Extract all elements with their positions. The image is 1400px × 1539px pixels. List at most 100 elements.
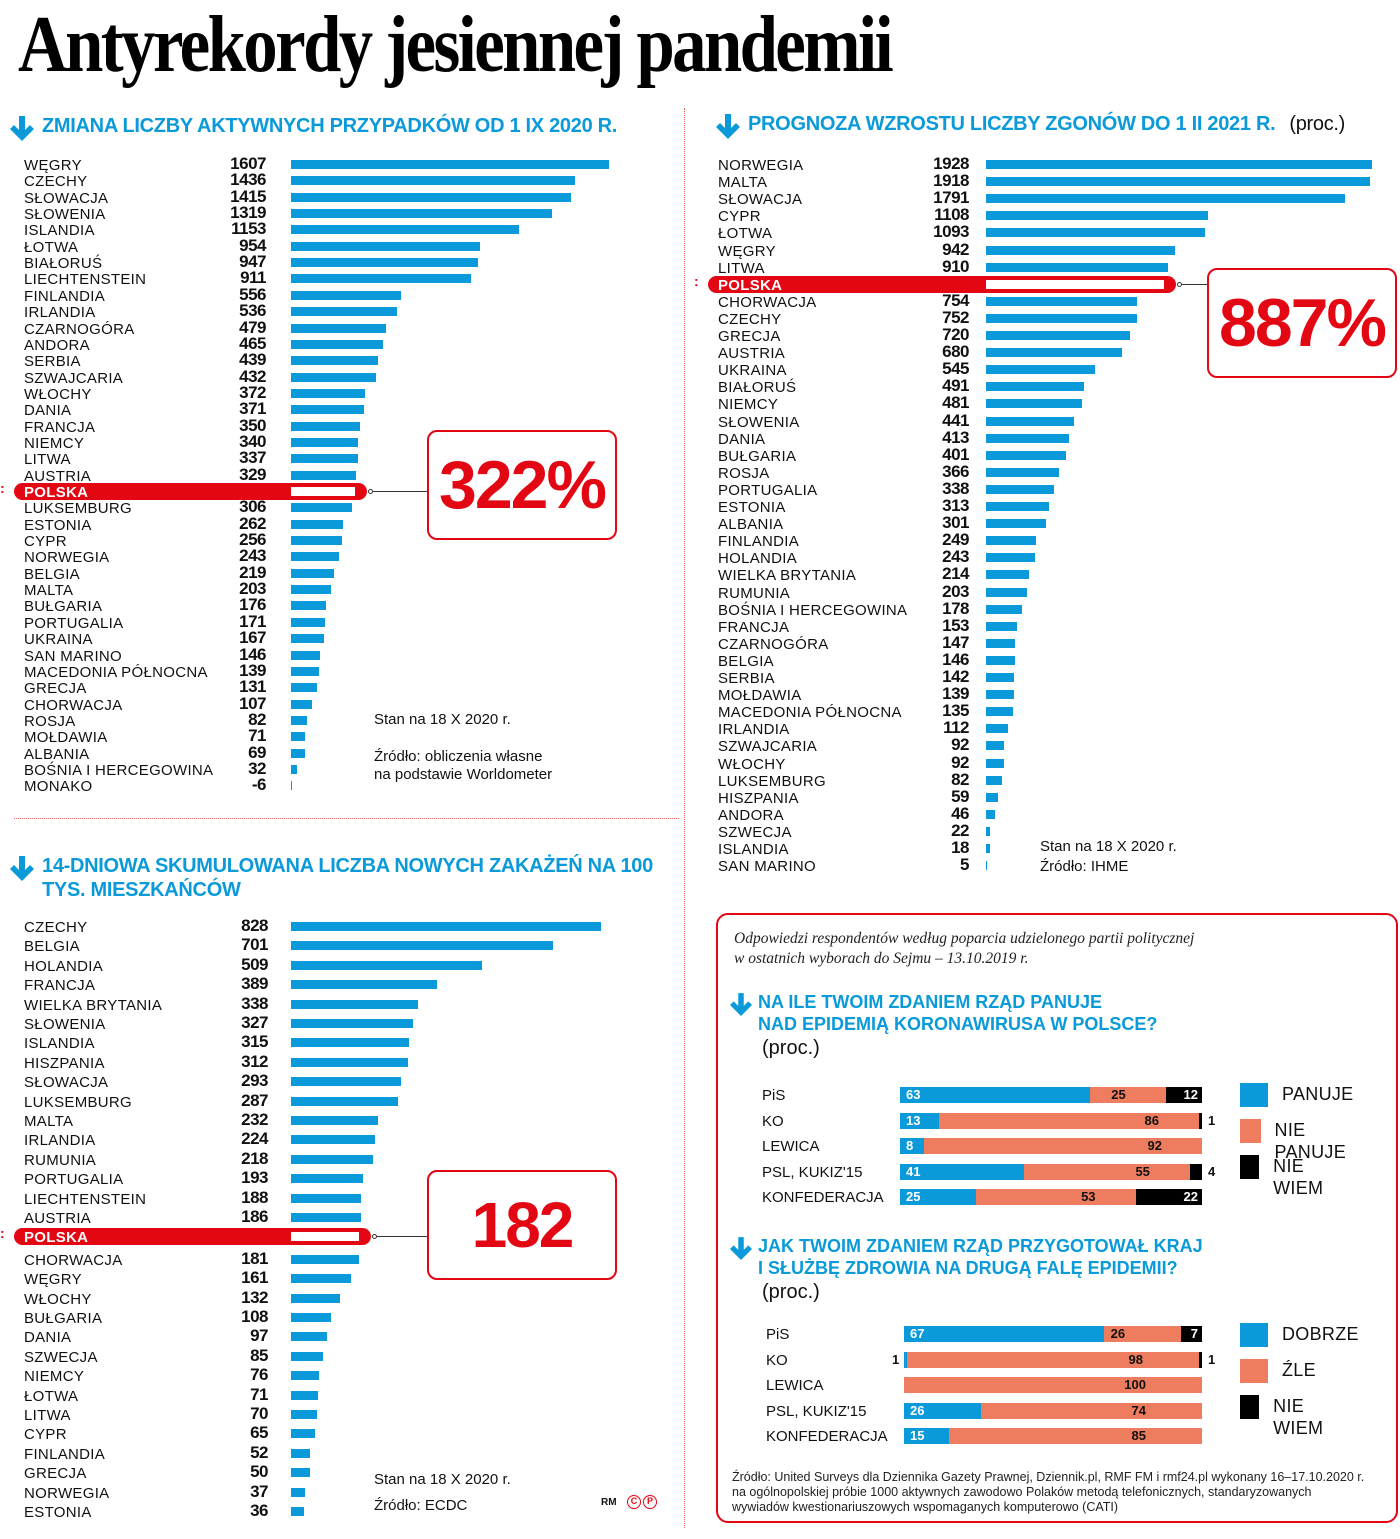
country-label: NIEMCY bbox=[24, 1368, 85, 1386]
country-label: AUSTRIA bbox=[24, 467, 92, 485]
value-label: 139 bbox=[942, 684, 969, 704]
bar bbox=[291, 1487, 305, 1497]
value-label: 147 bbox=[942, 632, 969, 652]
country-label: NIEMCY bbox=[24, 434, 85, 452]
value-label: 193 bbox=[241, 1168, 268, 1188]
bar-row-wegry: WĘGRY 942 bbox=[694, 241, 1394, 259]
survey-row-ko: KO 1 98 1 bbox=[766, 1351, 1226, 1369]
survey-row-psl-kukiz-15: PSL, KUKIZ'15 26 74 bbox=[766, 1402, 1226, 1420]
segment-value: 25 bbox=[906, 1189, 921, 1204]
value-label: 401 bbox=[942, 444, 969, 464]
connector-dot bbox=[1176, 281, 1182, 287]
country-label: WĘGRY bbox=[24, 1271, 82, 1289]
bar bbox=[986, 313, 1137, 323]
bar bbox=[291, 683, 317, 693]
segment-value: 74 bbox=[1131, 1402, 1146, 1418]
country-label: LIECHTENSTEIN bbox=[24, 271, 147, 289]
bar-row-hiszpania: HISZPANIA 59 bbox=[694, 788, 1394, 806]
legend-item-zle: ŹLE bbox=[1240, 1359, 1316, 1383]
segment-value: 4 bbox=[1207, 1163, 1216, 1179]
bar bbox=[986, 228, 1205, 238]
bar-row-chorwacja: CHORWACJA 181 bbox=[0, 1250, 680, 1269]
value-label: 176 bbox=[239, 595, 266, 615]
country-label: WŁOCHY bbox=[24, 385, 92, 403]
bar bbox=[291, 732, 306, 742]
bar-row-islandia: ISLANDIA 1153 bbox=[0, 220, 680, 239]
marker-dots-icon: : bbox=[0, 480, 5, 496]
value-label: -6 bbox=[251, 775, 267, 795]
country-label: SZWAJCARIA bbox=[718, 738, 818, 756]
bar bbox=[291, 405, 365, 415]
highlight-pill bbox=[14, 483, 367, 500]
bar-row-slowenia: SŁOWENIA 441 bbox=[694, 412, 1394, 430]
bar-row-wegry: WĘGRY 1607 bbox=[0, 155, 680, 174]
value-label: 1415 bbox=[230, 186, 266, 206]
country-label: IRLANDIA bbox=[718, 721, 790, 739]
bar-row-wlochy: WŁOCHY 132 bbox=[0, 1289, 680, 1307]
bar-row-bialorus: BIAŁORUŚ 491 bbox=[694, 377, 1394, 396]
bar bbox=[986, 365, 1096, 375]
segment-nie-wiem: 1 bbox=[1199, 1351, 1215, 1368]
chart2-note-source: Źródło: IHME bbox=[1040, 858, 1129, 875]
bar-row-malta: MALTA 1918 bbox=[694, 172, 1394, 191]
bar bbox=[291, 1174, 364, 1184]
bar bbox=[291, 1507, 305, 1516]
bar-row-albania: ALBANIA 69 bbox=[0, 744, 680, 762]
legend-item-dobrze: DOBRZE bbox=[1240, 1323, 1359, 1347]
highlight-pill bbox=[14, 1228, 372, 1246]
value-label: 389 bbox=[241, 974, 268, 994]
bar bbox=[986, 160, 1372, 169]
bar bbox=[986, 194, 1345, 204]
country-label: HISZPANIA bbox=[24, 1054, 105, 1072]
author-initials: RM bbox=[601, 1497, 617, 1508]
value-label: 142 bbox=[942, 667, 969, 686]
bar bbox=[986, 296, 1137, 306]
segment-value: 13 bbox=[906, 1112, 921, 1128]
country-label: MALTA bbox=[24, 582, 74, 600]
value-label: 203 bbox=[942, 581, 969, 601]
bar-row-malta: MALTA 203 bbox=[0, 580, 680, 600]
bar-row-szwecja: SZWECJA 22 bbox=[694, 822, 1394, 840]
country-label: BIAŁORUŚ bbox=[24, 255, 103, 273]
country-label: DANIA bbox=[24, 402, 72, 420]
bar bbox=[291, 307, 398, 317]
bar bbox=[291, 1213, 361, 1222]
bar-row-dania: DANIA 413 bbox=[694, 429, 1394, 447]
legend-label: NIE WIEM bbox=[1273, 1396, 1324, 1438]
bar bbox=[291, 781, 293, 791]
bar bbox=[291, 454, 358, 464]
bar-row-macedonia-polnocna: MACEDONIA PÓŁNOCNA 139 bbox=[0, 662, 680, 680]
legend-swatch bbox=[1240, 1395, 1260, 1419]
value-label: 1108 bbox=[934, 205, 969, 225]
survey-row-pis: PiS 67 26 7 bbox=[766, 1326, 1226, 1343]
marker-dots-icon: : bbox=[0, 1225, 5, 1242]
chart2-title: PROGNOZA WZROSTU LICZBY ZGONÓW DO 1 II 2… bbox=[748, 113, 1276, 135]
value-label: 167 bbox=[239, 628, 266, 648]
country-label: CZECHY bbox=[24, 173, 88, 191]
highlight-row-polska: : POLSKA bbox=[0, 1225, 680, 1246]
chart2-unit: (proc.) bbox=[1289, 113, 1346, 135]
bar-row-rumunia: RUMUNIA 218 bbox=[0, 1150, 680, 1168]
country-label: CYPR bbox=[24, 533, 67, 551]
bar-row-litwa: LITWA 337 bbox=[0, 449, 680, 468]
bar bbox=[291, 1254, 359, 1264]
bar bbox=[986, 844, 990, 853]
bar-row-belgia: BELGIA 219 bbox=[0, 564, 680, 582]
connector-dot bbox=[372, 1234, 378, 1240]
chart1-title: ZMIANA LICZBY AKTYWNYCH PRZYPADKÓW OD 1 … bbox=[42, 115, 618, 137]
country-label: LITWA bbox=[24, 1407, 71, 1424]
country-label: MACEDONIA PÓŁNOCNA bbox=[718, 704, 902, 722]
country-label: CHORWACJA bbox=[24, 1251, 123, 1269]
country-label: SŁOWENIA bbox=[24, 1016, 106, 1033]
bar-row-andora: ANDORA 46 bbox=[694, 805, 1394, 823]
bar bbox=[291, 1351, 323, 1361]
bar bbox=[986, 279, 1164, 289]
country-label: NORWEGIA bbox=[24, 549, 110, 567]
country-label: WIELKA BRYTANIA bbox=[718, 567, 857, 585]
bar bbox=[291, 1332, 328, 1342]
value-label: 82 bbox=[248, 709, 266, 729]
bar bbox=[986, 570, 1029, 580]
bar-row-rumunia: RUMUNIA 203 bbox=[694, 581, 1394, 601]
bar bbox=[291, 1038, 409, 1048]
country-label: BUŁGARIA bbox=[24, 1310, 103, 1327]
